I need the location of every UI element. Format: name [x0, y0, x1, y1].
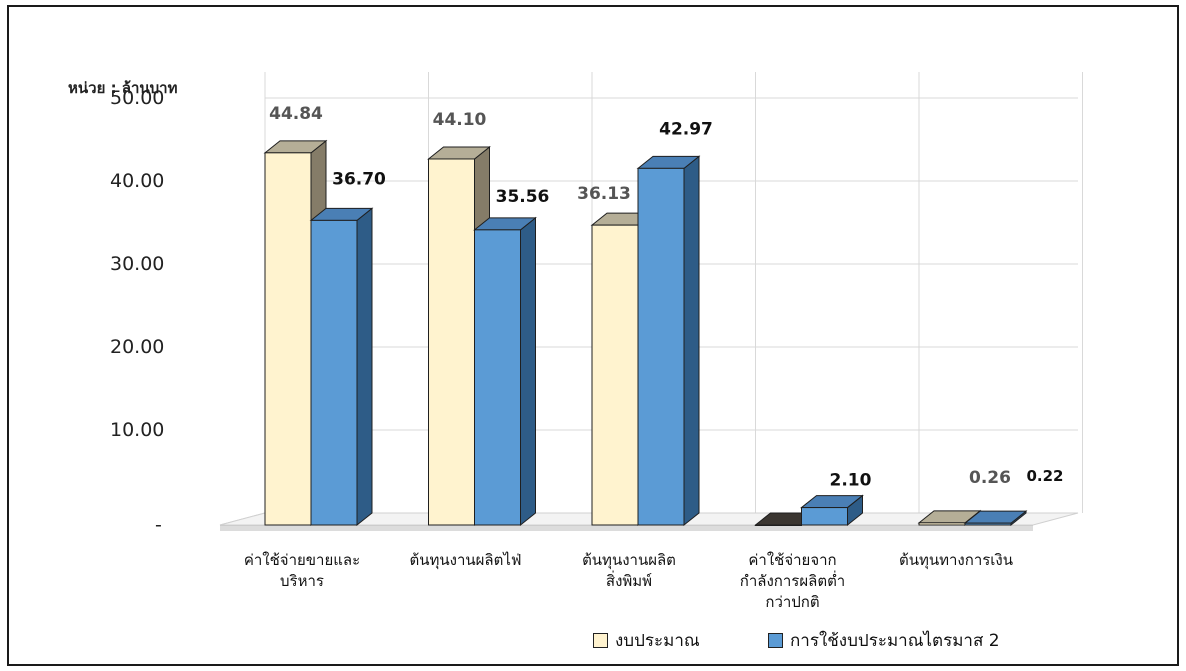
bar-side: [356, 207, 373, 527]
data-label: 0.26: [969, 468, 1011, 488]
y-tick-label: 40.00: [110, 170, 164, 192]
bar-budget: [591, 224, 639, 526]
bar-budget: [918, 522, 966, 526]
bar-q2-usage: [637, 167, 685, 526]
y-tick-label: 20.00: [110, 336, 164, 358]
legend-swatch-q2-usage: [768, 633, 783, 648]
chart-frame: [7, 5, 1179, 666]
category-label: บริหาร: [280, 572, 324, 590]
bar-side: [683, 155, 700, 527]
floor-shadow: [220, 525, 1033, 531]
bar-budget: [755, 524, 802, 526]
category-label: กำลังการผลิตต่ำ: [740, 570, 845, 590]
legend-label-q2-usage: การใช้งบประมาณไตรมาส 2: [790, 631, 1000, 651]
data-label: 44.10: [433, 110, 487, 130]
bar-q2-usage: [964, 522, 1012, 526]
bar-q2-usage: [310, 219, 358, 526]
data-label: 36.70: [332, 169, 386, 189]
legend-item-budget: งบประมาณ: [593, 627, 700, 654]
bar-side: [520, 216, 536, 527]
data-label: 2.10: [830, 471, 872, 491]
category-label: ต้นทุนงานผลิต: [582, 551, 676, 570]
data-label: 0.22: [1026, 467, 1063, 485]
data-label: 35.56: [496, 187, 550, 207]
category-label: ต้นทุนงานผลิตไฟ่: [409, 551, 521, 570]
bar-budget: [264, 152, 312, 526]
unit-label: หน่วย : ล้านบาท: [68, 79, 178, 97]
data-label: 44.84: [269, 104, 323, 124]
y-tick-label: 50.00: [110, 87, 164, 109]
legend-label-budget: งบประมาณ: [615, 631, 700, 651]
category-label: สิ่งพิมพ์: [606, 570, 652, 590]
y-tick-label: -: [155, 514, 162, 536]
category-label: ต้นทุนทางการเงิน: [899, 551, 1013, 570]
bar-budget: [428, 158, 475, 526]
category-label: ค่าใช้จ่ายขายและ: [244, 551, 360, 569]
category-label: กว่าปกติ: [765, 593, 819, 611]
legend-swatch-budget: [593, 633, 608, 648]
data-label: 42.97: [659, 119, 713, 139]
category-label: ค่าใช้จ่ายจาก: [748, 551, 836, 569]
y-tick-label: 30.00: [110, 253, 164, 275]
legend-item-q2-usage: การใช้งบประมาณไตรมาส 2: [768, 627, 1000, 654]
bar-q2-usage: [801, 507, 848, 526]
bar-q2-usage: [474, 229, 521, 526]
data-label: 36.13: [577, 184, 631, 204]
y-tick-label: 10.00: [110, 419, 164, 441]
